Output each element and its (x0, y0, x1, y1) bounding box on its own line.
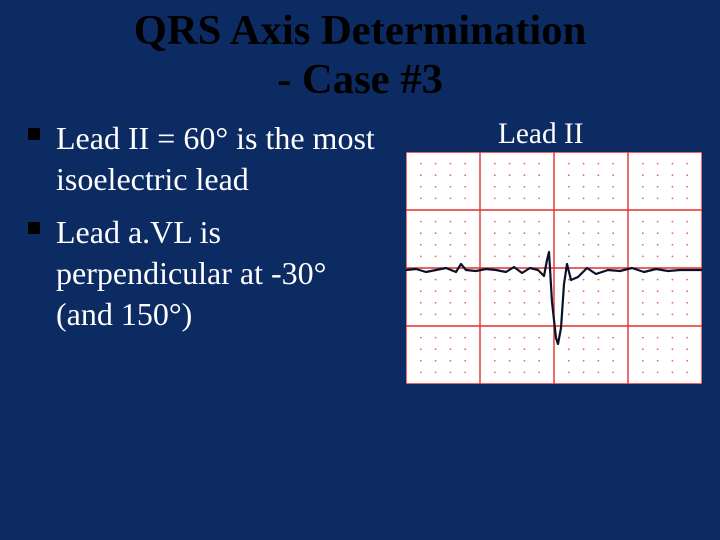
slide: QRS Axis Determination - Case #3 Lead II… (0, 0, 720, 540)
ecg-strip (406, 152, 702, 384)
bullet-text: Lead a.VL is perpendicular at -30° (and … (56, 214, 326, 332)
bullet-list: Lead II = 60° is the most isoelectric le… (24, 118, 384, 347)
page-title: QRS Axis Determination - Case #3 (0, 6, 720, 104)
chart-label: Lead II (498, 118, 583, 151)
bullet-text: Lead II = 60° is the most isoelectric le… (56, 120, 375, 197)
title-line-2: - Case #3 (277, 56, 443, 103)
chart-label-text: Lead II (498, 118, 583, 150)
list-item: Lead a.VL is perpendicular at -30° (and … (24, 212, 384, 335)
title-line-1: QRS Axis Determination (134, 7, 587, 54)
list-item: Lead II = 60° is the most isoelectric le… (24, 118, 384, 200)
